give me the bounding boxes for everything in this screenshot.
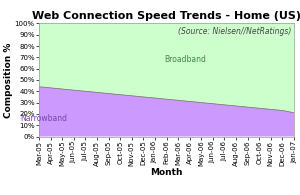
Text: Broadband: Broadband <box>165 55 207 64</box>
Y-axis label: Composition %: Composition % <box>4 42 13 118</box>
X-axis label: Month: Month <box>150 168 183 177</box>
Title: Web Connection Speed Trends - Home (US): Web Connection Speed Trends - Home (US) <box>32 11 300 21</box>
Text: (Source: Nielsen//NetRatings): (Source: Nielsen//NetRatings) <box>178 27 292 36</box>
Text: Narrowband: Narrowband <box>21 114 68 123</box>
